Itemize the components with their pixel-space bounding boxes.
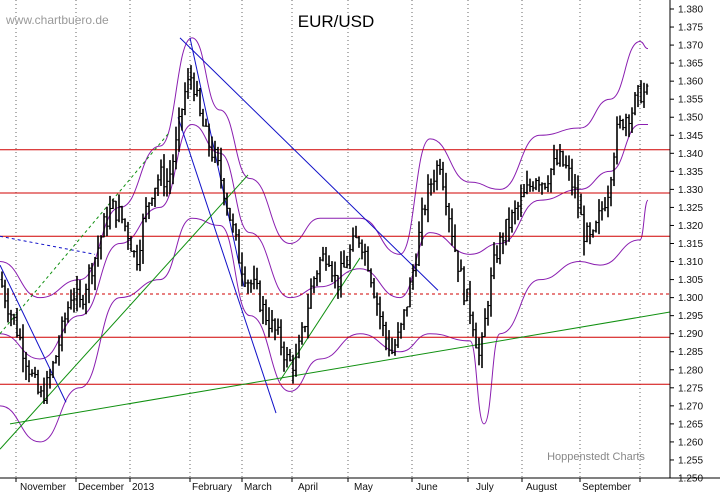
y-tick-label: 1.355	[678, 95, 703, 106]
y-tick-label: 1.290	[678, 329, 703, 340]
bollinger-lower-line	[0, 199, 649, 443]
y-tick-label: 1.340	[678, 149, 703, 160]
x-tick-label: March	[244, 482, 272, 492]
y-tick-label: 1.315	[678, 239, 703, 250]
y-tick-label: 1.260	[678, 437, 703, 448]
downtrend-line	[177, 117, 277, 414]
x-tick-label: November	[20, 482, 67, 492]
trend-lines	[0, 37, 671, 450]
x-tick-label: July	[476, 482, 494, 492]
y-tick-label: 1.300	[678, 293, 703, 304]
uptrend-line	[0, 174, 249, 450]
downtrend-line	[0, 264, 67, 403]
x-tick-label: June	[416, 482, 438, 492]
y-tick-label: 1.270	[678, 401, 703, 412]
y-tick-label: 1.265	[678, 419, 703, 430]
y-tick-label: 1.250	[678, 474, 703, 485]
y-tick-label: 1.280	[678, 365, 703, 376]
y-tick-label: 1.330	[678, 185, 703, 196]
y-tick-label: 1.380	[678, 5, 703, 16]
y-tick-label: 1.335	[678, 167, 703, 178]
downtrend-line	[189, 37, 245, 287]
chart-title: EUR/USD	[298, 12, 375, 31]
plot-frame	[0, 0, 720, 479]
uptrend-line	[9, 311, 671, 425]
credit-label: Hoppenstedt Charts	[547, 451, 645, 463]
bollinger-upper-line	[0, 37, 649, 299]
y-tick-label: 1.345	[678, 131, 703, 142]
x-tick-label: September	[582, 482, 632, 492]
price-candles	[0, 65, 649, 404]
y-tick-label: 1.305	[678, 275, 703, 286]
y-tick-label: 1.375	[678, 23, 703, 34]
y-tick-label: 1.325	[678, 203, 703, 214]
downtrend-line	[179, 37, 439, 291]
x-tick-label: December	[78, 482, 125, 492]
y-tick-label: 1.320	[678, 221, 703, 232]
y-tick-label: 1.360	[678, 77, 703, 88]
y-tick-label: 1.295	[678, 311, 703, 322]
y-axis: 1.380 1.375 1.370 1.365 1.360 1.355 1.350 1.345…	[670, 5, 703, 485]
y-tick-label: 1.285	[678, 347, 703, 358]
x-tick-label: August	[526, 482, 557, 492]
support-resistance-lines	[0, 149, 670, 385]
x-tick-label: May	[354, 482, 373, 492]
downtrend-line	[0, 235, 96, 255]
watermark: www.chartbuero.de	[5, 13, 109, 27]
uptrend-line	[0, 131, 171, 335]
x-tick-label: 2013	[132, 482, 155, 492]
y-tick-label: 1.255	[678, 455, 703, 466]
y-tick-label: 1.370	[678, 41, 703, 52]
y-tick-label: 1.275	[678, 383, 703, 394]
y-tick-label: 1.365	[678, 59, 703, 70]
x-tick-label: April	[298, 482, 318, 492]
y-tick-label: 1.310	[678, 257, 703, 268]
x-axis: November December 2013 February March April Ma…	[15, 478, 641, 492]
y-tick-label: 1.350	[678, 113, 703, 124]
x-tick-label: February	[192, 482, 232, 492]
